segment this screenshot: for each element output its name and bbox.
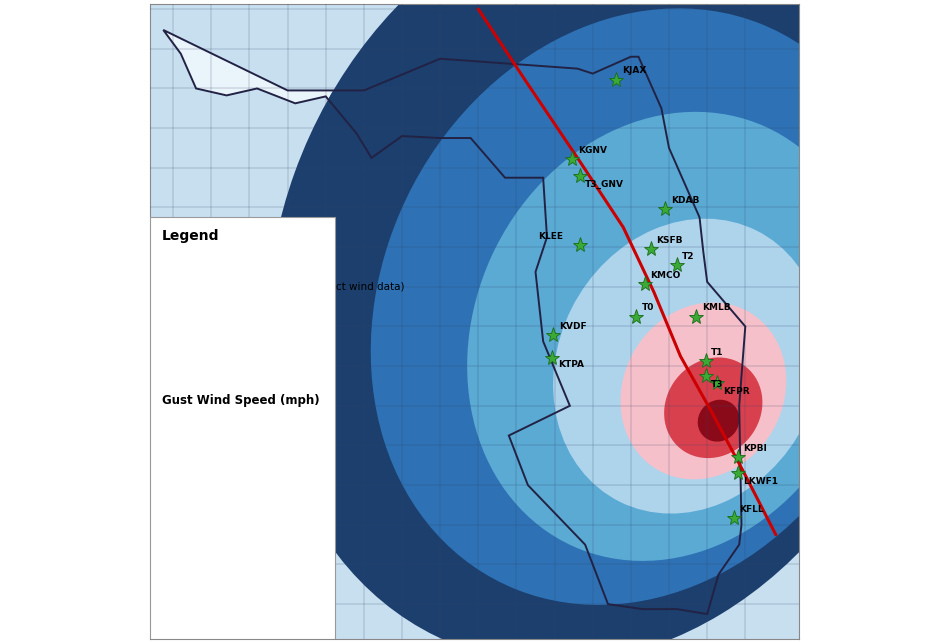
Text: T3_GNV: T3_GNV [586,180,624,189]
Ellipse shape [698,400,739,442]
FancyBboxPatch shape [150,217,335,639]
Text: KDAB: KDAB [671,196,699,205]
Text: T3: T3 [711,380,724,389]
Text: Gust Wind Speed (mph): Gust Wind Speed (mph) [162,395,320,408]
Text: T1: T1 [711,348,724,357]
Polygon shape [163,30,745,614]
Ellipse shape [621,302,786,480]
Text: KLEE: KLEE [538,232,563,241]
Text: KTPA: KTPA [558,360,584,369]
Ellipse shape [553,219,823,514]
Text: KGNV: KGNV [578,146,606,155]
Ellipse shape [621,302,786,480]
Ellipse shape [664,358,762,458]
Ellipse shape [267,0,934,643]
Ellipse shape [698,400,739,442]
Ellipse shape [371,8,906,605]
Text: KVDF: KVDF [559,322,586,331]
Ellipse shape [553,219,823,514]
Legend: < 50, 50 - 60, 60 - 70, 70 - 80, 80 -90, 90 - 100, 100 - 110, 110 - 120: < 50, 50 - 60, 60 - 70, 70 - 80, 80 -90,… [158,406,233,516]
Text: KSFB: KSFB [657,236,682,245]
Text: KFPR: KFPR [722,387,750,396]
Ellipse shape [467,112,871,561]
Text: T0: T0 [642,303,654,312]
Text: Legend: Legend [162,230,219,244]
Text: KJAX: KJAX [622,66,646,75]
Text: T2: T2 [682,252,695,261]
Text: LKWF1: LKWF1 [743,477,778,486]
Text: KMCO: KMCO [650,271,680,280]
Text: KPBI: KPBI [743,444,767,453]
Text: KMLB: KMLB [702,303,731,312]
Ellipse shape [267,0,934,643]
Ellipse shape [467,112,871,561]
Ellipse shape [664,358,762,458]
Ellipse shape [371,8,906,605]
Text: KFLL: KFLL [739,505,764,514]
